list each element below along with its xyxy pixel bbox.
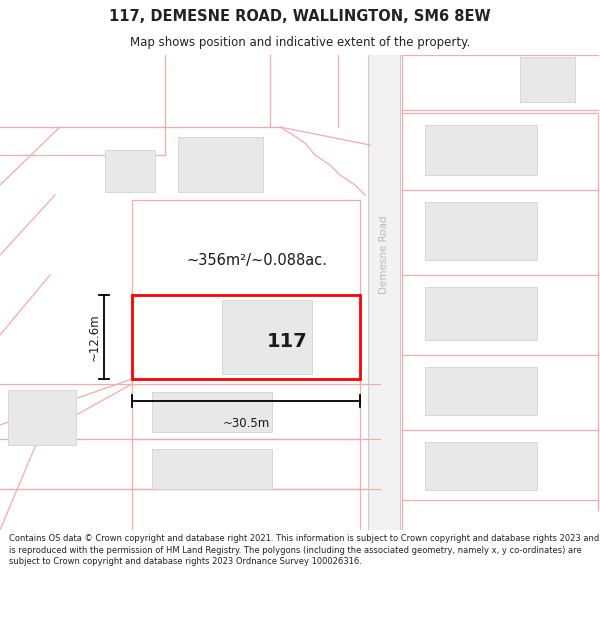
Bar xyxy=(368,55,400,530)
Bar xyxy=(152,392,272,432)
Bar xyxy=(425,287,537,340)
Text: Demesne Road: Demesne Road xyxy=(379,215,389,294)
Bar xyxy=(8,390,76,445)
Text: ~12.6m: ~12.6m xyxy=(88,313,101,361)
Bar xyxy=(222,300,312,374)
Bar xyxy=(152,449,272,489)
Bar xyxy=(132,295,360,379)
Bar xyxy=(425,367,537,415)
Bar xyxy=(105,150,155,192)
Bar xyxy=(425,125,537,175)
Bar xyxy=(425,202,537,260)
Text: ~356m²/~0.088ac.: ~356m²/~0.088ac. xyxy=(187,253,328,268)
Bar xyxy=(425,442,537,490)
Bar xyxy=(178,137,263,192)
Text: Map shows position and indicative extent of the property.: Map shows position and indicative extent… xyxy=(130,36,470,49)
Text: ~30.5m: ~30.5m xyxy=(223,417,269,430)
Text: 117, DEMESNE ROAD, WALLINGTON, SM6 8EW: 117, DEMESNE ROAD, WALLINGTON, SM6 8EW xyxy=(109,9,491,24)
Text: Contains OS data © Crown copyright and database right 2021. This information is : Contains OS data © Crown copyright and d… xyxy=(9,534,599,566)
Bar xyxy=(520,57,575,102)
Text: 117: 117 xyxy=(266,332,307,351)
